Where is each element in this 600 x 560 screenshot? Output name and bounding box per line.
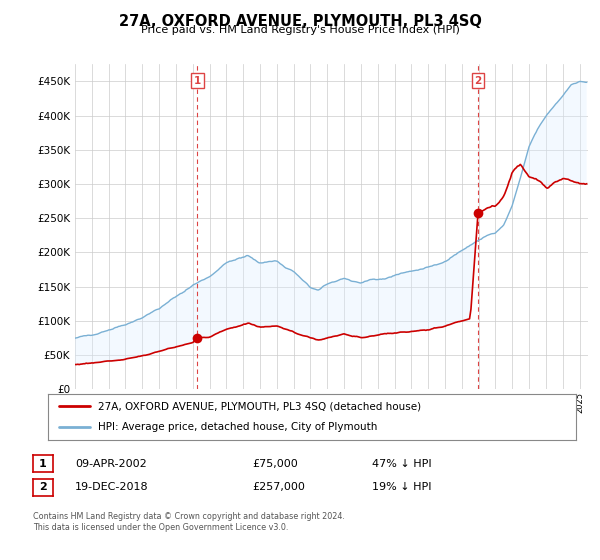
Text: 2: 2 xyxy=(475,76,482,86)
Text: 09-APR-2002: 09-APR-2002 xyxy=(75,459,147,469)
Text: 19-DEC-2018: 19-DEC-2018 xyxy=(75,482,149,492)
Text: 47% ↓ HPI: 47% ↓ HPI xyxy=(372,459,431,469)
Text: 2: 2 xyxy=(39,482,47,492)
Text: £257,000: £257,000 xyxy=(252,482,305,492)
Text: 19% ↓ HPI: 19% ↓ HPI xyxy=(372,482,431,492)
Text: 27A, OXFORD AVENUE, PLYMOUTH, PL3 4SQ (detached house): 27A, OXFORD AVENUE, PLYMOUTH, PL3 4SQ (d… xyxy=(98,401,421,411)
Text: 27A, OXFORD AVENUE, PLYMOUTH, PL3 4SQ: 27A, OXFORD AVENUE, PLYMOUTH, PL3 4SQ xyxy=(119,14,481,29)
Text: 1: 1 xyxy=(194,76,201,86)
Text: Price paid vs. HM Land Registry's House Price Index (HPI): Price paid vs. HM Land Registry's House … xyxy=(140,25,460,35)
Text: HPI: Average price, detached house, City of Plymouth: HPI: Average price, detached house, City… xyxy=(98,422,377,432)
Text: Contains HM Land Registry data © Crown copyright and database right 2024.
This d: Contains HM Land Registry data © Crown c… xyxy=(33,512,345,532)
Text: 1: 1 xyxy=(39,459,47,469)
Text: £75,000: £75,000 xyxy=(252,459,298,469)
